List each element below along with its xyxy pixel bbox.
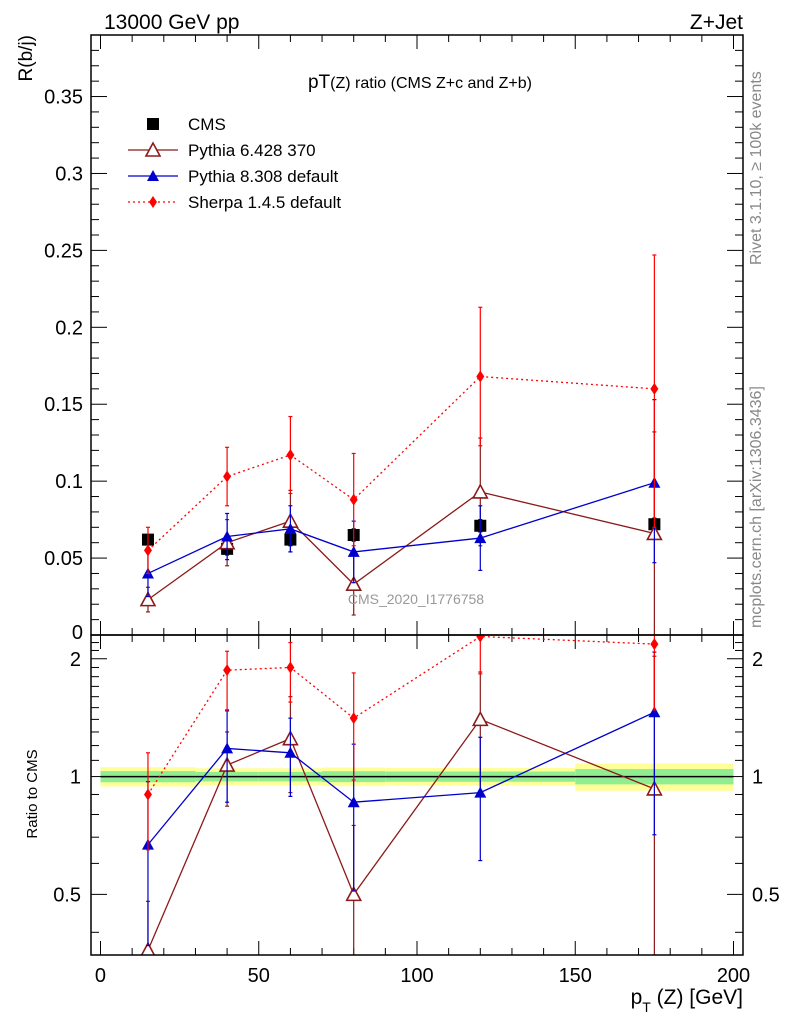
x-axis-label-main: p bbox=[631, 986, 643, 1009]
data-point bbox=[476, 370, 485, 383]
y-tick-label-right: 0.5 bbox=[752, 884, 780, 906]
main-panel-ticks: 0.05 0.1 0.15 0.2 0.25 0.3 0.35 0 bbox=[44, 35, 743, 644]
ratio-ylabel: Ratio to CMS bbox=[24, 749, 41, 838]
collision-label: 13000 GeV pp bbox=[104, 11, 239, 34]
legend-label: Pythia 6.428 370 bbox=[188, 141, 316, 160]
y-tick-label: 0.3 bbox=[55, 163, 83, 185]
data-point bbox=[347, 796, 360, 808]
x-tick-label: 150 bbox=[559, 965, 592, 987]
data-point bbox=[139, 590, 157, 607]
data-point bbox=[284, 746, 297, 758]
y-tick-label: 2 bbox=[70, 649, 81, 671]
legend-item: Pythia 8.308 default bbox=[128, 167, 339, 186]
watermark: CMS_2020_I1776758 bbox=[348, 591, 484, 607]
x-tick-label: 200 bbox=[717, 965, 750, 987]
legend-item: CMS bbox=[147, 115, 226, 134]
data-point bbox=[474, 532, 487, 544]
series-0 bbox=[140, 655, 663, 955]
data-point bbox=[648, 706, 661, 718]
main-title-sub: (Z) ratio (CMS Z+c and Z+b) bbox=[330, 75, 532, 92]
legend-label: Pythia 8.308 default bbox=[188, 167, 339, 186]
legend-marker bbox=[144, 141, 162, 157]
data-point bbox=[143, 788, 152, 801]
x-tick-label: 100 bbox=[400, 965, 433, 987]
series-2 bbox=[141, 399, 661, 598]
x-tick-label: 0 bbox=[95, 965, 106, 987]
main-title: pT(Z) ratio (CMS Z+c and Z+b) bbox=[308, 72, 532, 93]
data-point bbox=[471, 483, 489, 499]
y-tick-label: 0.15 bbox=[44, 394, 83, 416]
x-axis-label: pT (Z) [GeV] bbox=[631, 986, 743, 1015]
y-tick-label: 1 bbox=[70, 767, 81, 789]
data-point bbox=[345, 885, 363, 902]
rivet-label: Rivet 3.1.10, ≥ 100k events bbox=[748, 71, 765, 265]
data-point bbox=[650, 638, 659, 651]
ratio-panel-frame bbox=[90, 634, 744, 956]
ratio-panel-ticks: 0 50 100 150 200 0.5 0.5 1 1 2 2 bbox=[53, 634, 780, 987]
main-panel-series bbox=[139, 254, 663, 635]
ratio-panel: 0 50 100 150 200 0.5 0.5 1 1 2 2 Ratio to CMS pT (… bbox=[24, 634, 780, 1015]
data-point bbox=[143, 544, 152, 557]
y-tick-label: 0.25 bbox=[44, 240, 83, 262]
series-1 bbox=[141, 651, 661, 947]
ratio-panel-series bbox=[140, 635, 663, 955]
data-point bbox=[476, 635, 485, 643]
main-panel: 0.05 0.1 0.15 0.2 0.25 0.3 0.35 0 pT(Z) ratio (… bbox=[16, 34, 744, 644]
series-line bbox=[147, 718, 655, 951]
legend: CMS Pythia 6.428 370 Pythia 8.308 default S… bbox=[128, 115, 341, 212]
data-point bbox=[221, 530, 234, 542]
main-title-main: pT bbox=[308, 72, 331, 93]
x-axis-label-sub: T bbox=[642, 999, 651, 1015]
legend-item: Sherpa 1.4.5 default bbox=[128, 193, 341, 212]
data-point bbox=[223, 470, 232, 483]
series-line bbox=[147, 635, 655, 795]
mcplots-label: mcplots.cern.ch [arXiv:1306.3436] bbox=[748, 386, 765, 628]
series-line bbox=[147, 711, 655, 846]
legend-marker bbox=[147, 118, 159, 130]
series-2 bbox=[143, 635, 659, 851]
data-point bbox=[347, 545, 360, 557]
data-point bbox=[286, 449, 295, 461]
y-tick-label: 0.5 bbox=[53, 884, 81, 906]
series-line bbox=[147, 491, 655, 601]
legend-marker bbox=[147, 170, 159, 181]
data-point bbox=[284, 522, 297, 534]
y-tick-label: 0.2 bbox=[55, 317, 83, 339]
data-point bbox=[471, 710, 489, 727]
data-point bbox=[349, 493, 358, 506]
series-line bbox=[147, 482, 655, 575]
y-tick-label: 0.35 bbox=[44, 87, 83, 109]
legend-label: CMS bbox=[188, 115, 226, 134]
legend-item: Pythia 6.428 370 bbox=[128, 141, 316, 160]
y-tick-label-zero: 0 bbox=[72, 622, 83, 644]
legend-marker bbox=[149, 196, 157, 208]
y-tick-label: 0.1 bbox=[55, 471, 83, 493]
x-tick-label: 50 bbox=[248, 965, 270, 987]
x-axis-label-rest: (Z) [GeV] bbox=[651, 986, 743, 1009]
y-tick-label-right: 1 bbox=[752, 767, 763, 789]
main-ylabel: R(b/j) bbox=[16, 35, 37, 81]
data-point bbox=[223, 664, 232, 677]
data-point bbox=[474, 786, 487, 798]
process-label: Z+Jet bbox=[690, 11, 743, 34]
series-3 bbox=[143, 254, 659, 575]
data-point bbox=[349, 712, 358, 725]
y-tick-label-right: 2 bbox=[752, 649, 763, 671]
data-point bbox=[650, 382, 659, 395]
data-point bbox=[140, 941, 156, 955]
series-line bbox=[147, 375, 655, 551]
data-point bbox=[286, 661, 295, 674]
legend-label: Sherpa 1.4.5 default bbox=[188, 193, 341, 212]
y-tick-label: 0.05 bbox=[44, 548, 83, 570]
data-point bbox=[221, 742, 234, 754]
data-point bbox=[345, 575, 363, 592]
